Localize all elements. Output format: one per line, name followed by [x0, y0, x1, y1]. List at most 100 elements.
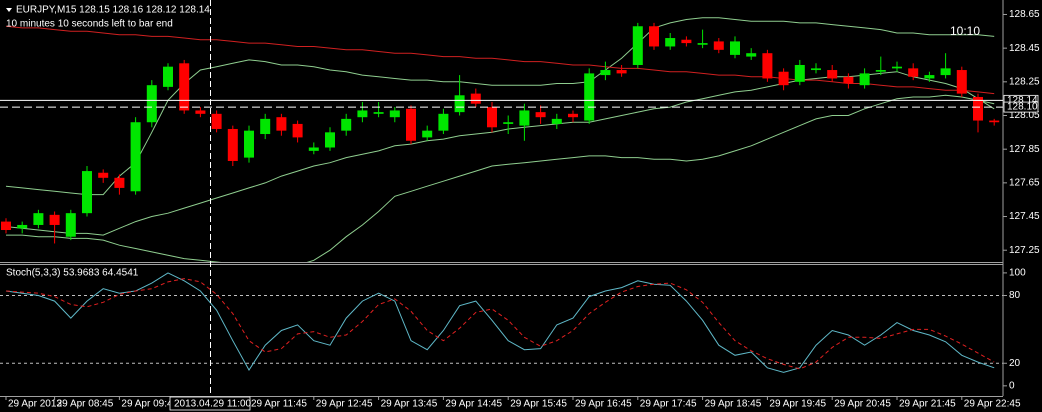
candle-body — [276, 117, 287, 131]
candle-body — [859, 73, 870, 86]
candle-body — [681, 39, 692, 44]
price-label: 128.14 — [1007, 95, 1038, 106]
candle-body — [892, 66, 902, 69]
candle-body — [503, 122, 514, 124]
x-tick-label: 29 Apr 22:45 — [964, 399, 1021, 410]
candle-body — [163, 66, 173, 87]
candle-body — [600, 70, 611, 76]
y-tick-label: 127.65 — [1009, 177, 1040, 188]
main-plot — [1, 17, 1000, 262]
candle-body — [794, 64, 805, 82]
indicator-line — [5, 17, 995, 196]
candle-body — [292, 123, 303, 138]
candle-body — [956, 70, 967, 94]
y-tick-label: 20 — [1009, 358, 1021, 369]
indicator-line — [5, 25, 995, 95]
y-tick-label: 127.85 — [1009, 144, 1040, 155]
indicator-line — [5, 278, 995, 370]
candle-body — [49, 214, 60, 225]
candle-body — [697, 43, 708, 45]
candle-body — [98, 172, 109, 178]
y-tick-label: 128.05 — [1009, 110, 1040, 121]
candle-body — [17, 224, 28, 229]
candle-body — [341, 118, 352, 131]
candle-body — [632, 26, 643, 65]
candle-body — [843, 76, 854, 84]
indicator-line — [5, 272, 995, 373]
x-tick-label: 29 Apr 16:45 — [575, 399, 632, 410]
candle-body — [260, 118, 271, 135]
x-tick-label: 29 Apr 18:45 — [705, 399, 762, 410]
candle-body — [130, 122, 141, 192]
candle-body — [211, 113, 222, 129]
candle-body — [146, 85, 157, 123]
candle-body — [195, 110, 206, 114]
candle-body — [406, 108, 416, 141]
candle-body — [114, 177, 125, 188]
candle-body — [551, 118, 562, 124]
y-tick-label: 127.25 — [1009, 245, 1040, 256]
y-tick-label: 128.45 — [1009, 43, 1040, 54]
candle-body — [82, 171, 92, 214]
price-label: 128.10 — [1007, 102, 1038, 113]
candle-body — [454, 95, 465, 113]
candle-body — [227, 128, 238, 161]
x-tick-label: 29 Apr 09:45 — [121, 399, 178, 410]
crosshair-time: 2013.04.29 11:00 — [174, 399, 252, 410]
y-tick-label: 127.45 — [1009, 211, 1040, 222]
candle-body — [389, 110, 400, 118]
candle-body — [357, 110, 368, 118]
indicator-line — [6, 94, 995, 262]
stoch-plot — [0, 272, 1003, 373]
x-tick-label: 29 Apr 2013 — [8, 399, 62, 410]
candle-body — [33, 213, 44, 225]
candle-body — [244, 130, 254, 158]
candle-body — [730, 41, 740, 55]
y-tick-label: 100 — [1009, 268, 1026, 279]
candle-body — [487, 107, 497, 128]
x-tick-label: 29 Apr 08:45 — [57, 399, 114, 410]
candle-body — [422, 130, 433, 138]
candle-body — [1, 221, 11, 231]
y-tick-label: 128.65 — [1009, 9, 1040, 20]
menu-arrow[interactable] — [6, 8, 12, 12]
x-tick-label: 29 Apr 21:45 — [899, 399, 956, 410]
candle-body — [373, 112, 384, 114]
symbol-header: EURJPY,M15 128.15 128.16 128.12 128.14 — [16, 5, 210, 16]
x-tick-label: 29 Apr 14:45 — [445, 399, 502, 410]
candle-body — [519, 110, 530, 126]
crosshair-time-box — [169, 396, 251, 411]
x-tick-label: 29 Apr 17:45 — [640, 399, 697, 410]
candle-body — [616, 70, 627, 74]
candle-body — [973, 96, 983, 121]
candle-body — [908, 68, 919, 77]
x-tick-label: 29 Apr 12:45 — [316, 399, 373, 410]
candle-body — [568, 113, 578, 118]
candle-body — [649, 26, 659, 47]
candle-body — [325, 132, 335, 148]
x-tick-label: 29 Apr 15:45 — [510, 399, 567, 410]
candle-body — [827, 70, 838, 79]
x-tick-label: 29 Apr 20:45 — [834, 399, 891, 410]
y-tick-label: 0 — [1009, 380, 1015, 391]
bar-timer: 10:10 — [950, 24, 980, 38]
candle-body — [940, 68, 951, 76]
candle-body — [438, 113, 449, 131]
candle-body — [875, 70, 886, 72]
candle-body — [989, 120, 1000, 123]
x-tick-label: 29 Apr 11:45 — [251, 399, 307, 410]
candle-body — [470, 93, 481, 104]
candle-body — [713, 41, 724, 50]
candle-body — [924, 75, 935, 79]
candle-body — [746, 53, 757, 57]
candle-body — [778, 71, 789, 86]
candle-body — [762, 53, 773, 79]
candle-body — [535, 112, 546, 118]
countdown: 10 minutes 10 seconds left to bar end — [6, 19, 173, 30]
candle-body — [308, 147, 319, 151]
price-label-box — [1003, 101, 1039, 113]
